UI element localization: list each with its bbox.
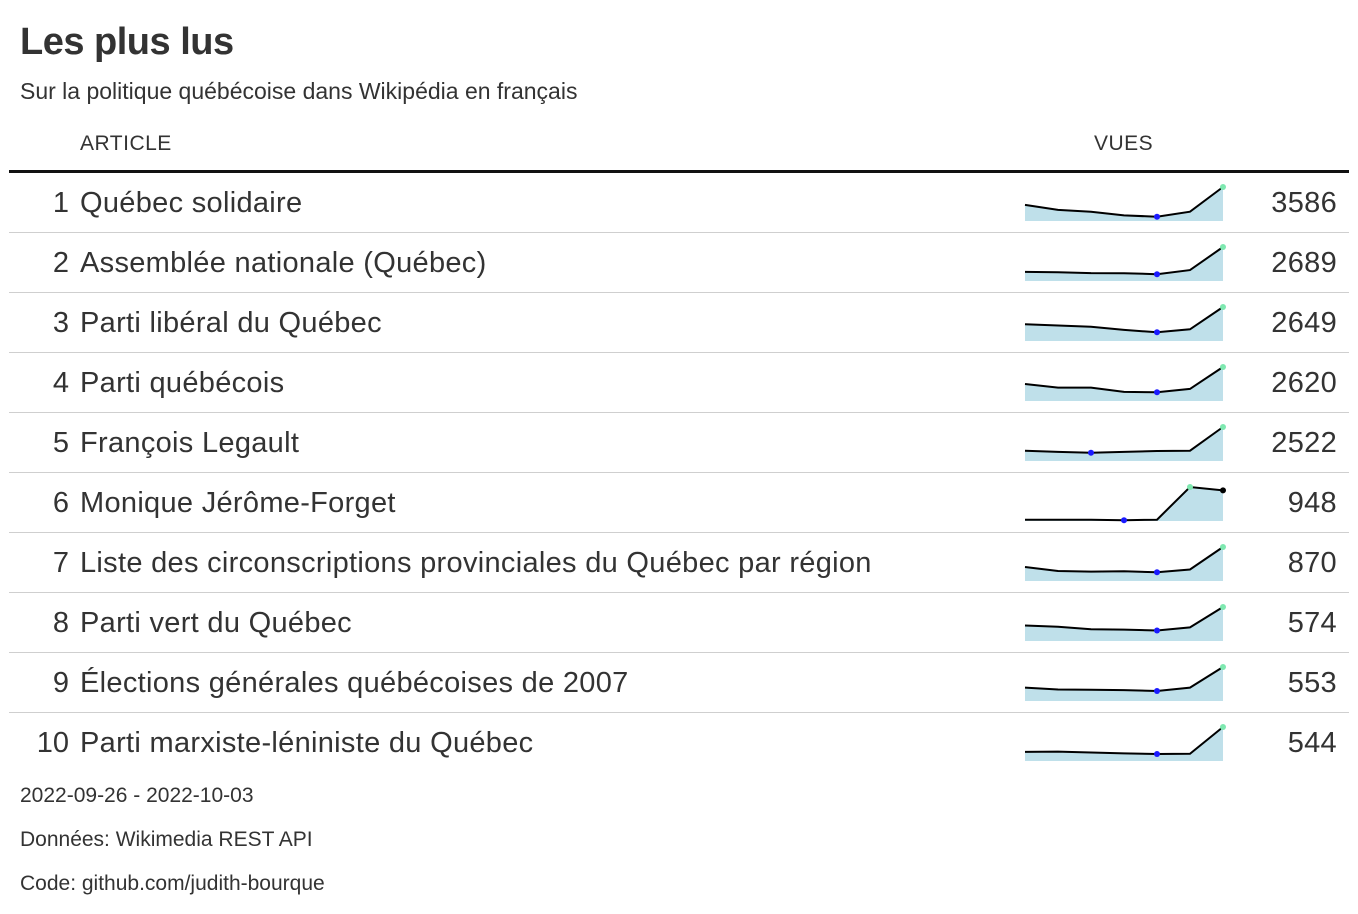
sparkline-max-point xyxy=(1187,484,1193,490)
footer-period: 2022-09-26 - 2022-10-03 xyxy=(20,784,254,807)
sparkline-max-point xyxy=(1220,364,1226,370)
footer-code: Code: github.com/judith-bourque xyxy=(20,872,325,895)
row-views: 2689 xyxy=(1271,247,1337,279)
row-sparkline xyxy=(1024,364,1226,401)
row-article: Assemblée nationale (Québec) xyxy=(80,247,487,279)
chart-subtitle: Sur la politique québécoise dans Wikipéd… xyxy=(20,78,578,104)
row-sparkline xyxy=(1024,664,1226,701)
row-rank: 3 xyxy=(52,307,69,339)
row-article: François Legault xyxy=(80,427,300,459)
sparkline-line xyxy=(1024,366,1224,394)
row-article: Québec solidaire xyxy=(80,187,303,219)
sparkline-max-point xyxy=(1220,544,1226,550)
sparkline-min-point xyxy=(1154,213,1160,220)
sparkline-area xyxy=(1025,247,1223,281)
sparkline-min-point xyxy=(1154,271,1160,278)
sparkline-min-point xyxy=(1154,751,1160,757)
row-sparkline xyxy=(1024,304,1226,341)
row-rank: 5 xyxy=(52,427,69,459)
row-sparkline xyxy=(1024,424,1226,461)
sparkline-min-point xyxy=(1088,449,1094,456)
sparkline-area xyxy=(1025,307,1223,341)
header-rule xyxy=(9,170,1349,173)
column-header-article: ARTICLE xyxy=(80,132,172,155)
row-sparkline xyxy=(1024,184,1226,221)
table-row: 10 Parti marxiste-léniniste du Québec 544 xyxy=(9,713,1349,773)
sparkline-area xyxy=(1025,487,1223,521)
row-sparkline xyxy=(1025,484,1226,524)
row-rank: 6 xyxy=(52,487,69,519)
sparkline-min-point xyxy=(1154,329,1160,336)
sparkline-max-point xyxy=(1220,184,1226,190)
sparkline-line xyxy=(1024,666,1224,693)
sparkline-max-point xyxy=(1220,664,1226,670)
table-row: 2 Assemblée nationale (Québec) 2689 xyxy=(9,233,1349,293)
sparkline-max-point xyxy=(1220,424,1226,430)
row-article: Parti marxiste-léniniste du Québec xyxy=(80,727,534,759)
chart-title: Les plus lus xyxy=(20,21,234,63)
sparkline-line xyxy=(1024,726,1224,756)
sparkline-line xyxy=(1024,246,1224,276)
sparkline-min-point xyxy=(1121,517,1127,524)
sparkline-line xyxy=(1024,186,1224,218)
sparkline-area xyxy=(1025,427,1223,461)
sparkline-max-point xyxy=(1220,304,1226,310)
sparkline-max-point xyxy=(1220,724,1226,730)
table-row: 4 Parti québécois 2620 xyxy=(9,353,1349,413)
row-rank: 2 xyxy=(52,247,69,279)
column-header-views: VUES xyxy=(1094,132,1154,155)
row-rank: 9 xyxy=(52,667,69,699)
table-row: 1 Québec solidaire 3586 xyxy=(9,173,1349,233)
row-rank: 7 xyxy=(52,547,69,579)
row-views: 948 xyxy=(1287,487,1337,519)
sparkline-line xyxy=(1024,606,1224,632)
sparkline-area xyxy=(1025,727,1223,761)
row-rank: 1 xyxy=(52,187,69,219)
row-views: 870 xyxy=(1287,547,1337,579)
sparkline-line xyxy=(1024,306,1224,334)
row-views: 553 xyxy=(1287,667,1337,699)
sparkline-area xyxy=(1025,547,1223,581)
row-views: 2649 xyxy=(1271,307,1337,339)
row-rank: 8 xyxy=(52,607,69,639)
row-article: Parti libéral du Québec xyxy=(80,307,382,339)
row-views: 544 xyxy=(1287,727,1337,759)
row-article: Liste des circonscriptions provinciales … xyxy=(80,547,872,579)
row-views: 2522 xyxy=(1271,427,1337,459)
sparkline-min-point xyxy=(1154,389,1160,396)
row-views: 2620 xyxy=(1271,367,1337,399)
sparkline-area xyxy=(1025,187,1223,221)
table-row: 5 François Legault 2522 xyxy=(9,413,1349,473)
sparkline-line xyxy=(1024,426,1224,454)
table-row: 9 Élections générales québécoises de 2007… xyxy=(9,653,1349,713)
sparkline-min-point xyxy=(1154,688,1160,694)
sparkline-area xyxy=(1025,367,1223,401)
row-sparkline xyxy=(1024,724,1226,761)
table-row: 3 Parti libéral du Québec 2649 xyxy=(9,293,1349,353)
sparkline-area xyxy=(1025,667,1223,701)
row-rank: 4 xyxy=(52,367,69,399)
row-article: Monique Jérôme-Forget xyxy=(80,487,396,519)
sparkline-max-point xyxy=(1220,244,1226,250)
row-sparkline xyxy=(1024,604,1226,641)
sparkline-last-point xyxy=(1220,487,1226,494)
sparkline-line xyxy=(1024,546,1224,574)
sparkline-max-point xyxy=(1220,604,1226,610)
row-sparkline xyxy=(1024,544,1226,581)
row-rank: 10 xyxy=(36,727,69,759)
sparkline-area xyxy=(1025,607,1223,641)
row-views: 3586 xyxy=(1271,187,1337,219)
row-article: Élections générales québécoises de 2007 xyxy=(80,667,629,699)
footer-source: Données: Wikimedia REST API xyxy=(20,828,313,851)
ranking-table: 1 Québec solidaire 3586 2 Assemblée national… xyxy=(9,173,1349,773)
row-sparkline xyxy=(1024,244,1226,281)
row-views: 574 xyxy=(1287,607,1337,639)
row-article: Parti vert du Québec xyxy=(80,607,352,639)
table-row: 8 Parti vert du Québec 574 xyxy=(9,593,1349,653)
sparkline-min-point xyxy=(1154,569,1160,576)
row-article: Parti québécois xyxy=(80,367,285,399)
table-row: 7 Liste des circonscriptions provinciales… xyxy=(9,533,1349,593)
sparkline-min-point xyxy=(1154,627,1160,634)
table-row: 6 Monique Jérôme-Forget 948 xyxy=(9,473,1349,533)
